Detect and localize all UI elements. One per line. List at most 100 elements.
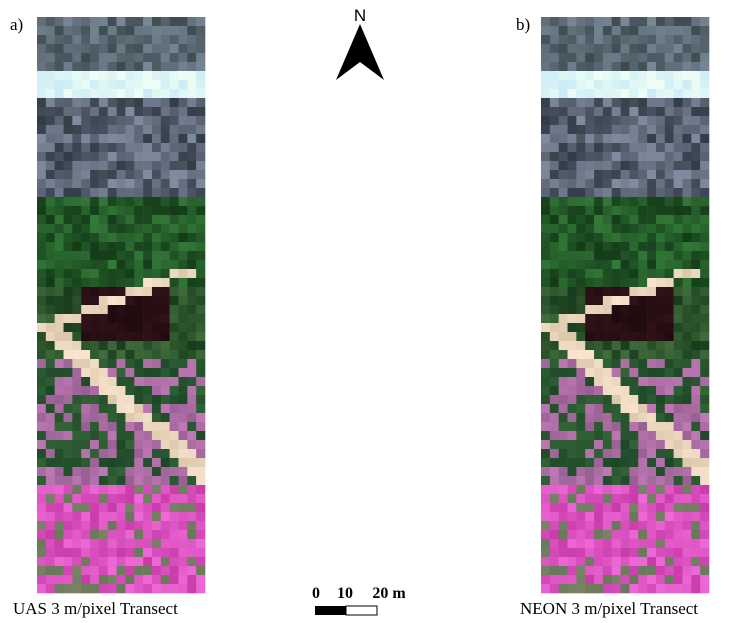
pixel [585,287,594,296]
pixel [621,89,630,98]
pixel [674,494,683,503]
pixel [46,17,55,26]
pixel [682,269,691,278]
pixel [117,458,126,467]
pixel [594,62,603,71]
pixel [674,575,683,584]
pixel [72,233,81,242]
pixel [46,233,55,242]
pixel [656,395,665,404]
pixel [117,224,126,233]
pixel [161,242,170,251]
pixel [72,197,81,206]
pixel [550,350,559,359]
pixel [559,305,568,314]
pixel [37,215,46,224]
pixel [603,44,612,53]
pixel [134,224,143,233]
pixel [603,62,612,71]
pixel [594,503,603,512]
pixel [55,242,64,251]
pixel [700,377,709,386]
pixel [594,323,603,332]
pixel [665,197,674,206]
pixel [125,206,134,215]
pixel [37,332,46,341]
pixel [37,206,46,215]
pixel [629,368,638,377]
pixel [134,107,143,116]
pixel [64,440,73,449]
pixel [108,233,117,242]
pixel [585,323,594,332]
pixel [691,17,700,26]
pixel [55,458,64,467]
pixel [665,548,674,557]
pixel [64,467,73,476]
pixel [187,584,196,593]
pixel [629,503,638,512]
pixel [90,404,99,413]
pixel [81,152,90,161]
pixel [541,548,550,557]
pixel [37,539,46,548]
pixel [691,215,700,224]
pixel [81,269,90,278]
pixel [656,17,665,26]
pixel [612,134,621,143]
pixel [638,413,647,422]
pixel [196,575,205,584]
pixel [541,503,550,512]
pixel [170,476,179,485]
pixel [72,539,81,548]
pixel [108,206,117,215]
pixel [64,494,73,503]
pixel [187,548,196,557]
pixel [46,296,55,305]
pixel [541,305,550,314]
pixel [55,287,64,296]
pixel [81,395,90,404]
pixel [629,35,638,44]
pixel [550,134,559,143]
pixel [576,404,585,413]
pixel [638,449,647,458]
pixel [674,386,683,395]
pixel [117,575,126,584]
pixel [674,521,683,530]
pixel [81,143,90,152]
pixel [90,287,99,296]
pixel [621,197,630,206]
pixel [585,557,594,566]
pixel [647,233,656,242]
pixel [621,62,630,71]
pixel [196,584,205,593]
pixel [700,287,709,296]
pixel [90,125,99,134]
pixel [46,395,55,404]
pixel [638,233,647,242]
pixel [90,575,99,584]
pixel [665,107,674,116]
pixel [594,539,603,548]
pixel [656,224,665,233]
pixel [700,431,709,440]
pixel [621,422,630,431]
pixel [665,476,674,485]
pixel [603,431,612,440]
pixel [170,152,179,161]
pixel [125,134,134,143]
pixel [170,413,179,422]
pixel [559,143,568,152]
pixel [629,269,638,278]
pixel [108,260,117,269]
pixel [143,395,152,404]
pixel [691,449,700,458]
pixel [90,170,99,179]
pixel [125,575,134,584]
pixel [99,404,108,413]
pixel [674,242,683,251]
pixel [603,377,612,386]
pixel [152,440,161,449]
pixel [647,143,656,152]
